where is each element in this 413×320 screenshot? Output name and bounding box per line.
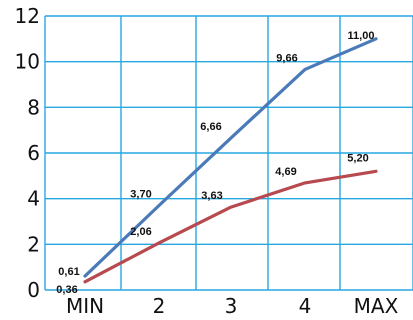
y-tick-label: 2 [27,232,40,256]
y-axis-ticks: 0 2 4 6 8 10 12 [15,4,40,302]
y-tick-label: 6 [27,141,40,165]
x-tick-label: 4 [299,294,312,318]
series-line-2 [83,169,378,284]
series-lines [83,37,378,284]
y-tick-label: 4 [27,187,40,211]
x-tick-label: MIN [66,294,104,318]
x-tick-label: 3 [225,294,238,318]
data-label: 9,66 [276,52,297,64]
data-label: 2,06 [130,226,151,238]
grid [44,15,413,291]
data-label: 3,70 [130,189,151,201]
data-labels: 0,61 3,70 6,66 9,66 11,00 0,36 2,06 3,63 4,69 5,2… [56,30,374,296]
data-label: 4,69 [275,166,296,178]
x-axis-ticks: MIN 2 3 4 MAX [66,294,399,318]
data-label: 0,61 [58,266,79,278]
data-label: 11,00 [348,30,375,42]
data-label: 0,36 [56,284,77,296]
data-label: 3,63 [201,190,222,202]
y-tick-label: 0 [27,278,40,302]
y-tick-label: 8 [27,95,40,119]
y-tick-label: 10 [15,50,40,74]
series-line-1 [83,37,378,278]
y-tick-label: 12 [15,4,40,28]
x-tick-label: MAX [354,294,399,318]
data-label: 6,66 [200,121,221,133]
data-label: 5,20 [347,152,368,164]
x-tick-label: 2 [153,294,166,318]
